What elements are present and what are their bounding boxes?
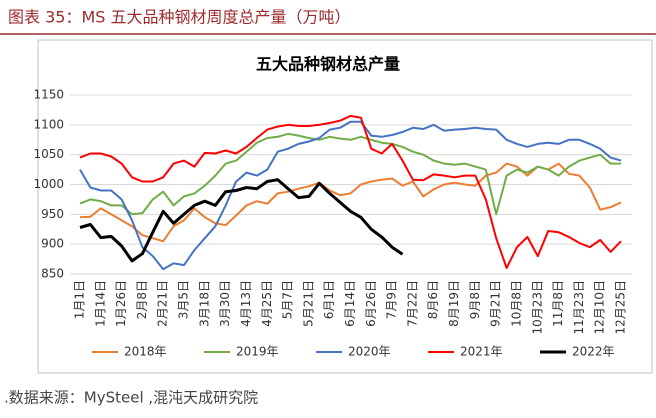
x-tick-label: 11月8日: [551, 280, 565, 327]
series-line: [79, 114, 622, 269]
x-tick-label: 7月22日: [405, 280, 419, 327]
chart-title: 五大品种钢材总产量: [256, 55, 400, 74]
source: .数据来源：MySteel ,混沌天成研究院: [4, 389, 258, 407]
chart-frame: [37, 39, 653, 374]
series-line: [79, 132, 621, 216]
legend-label: 2022年: [572, 345, 615, 359]
x-tick-label: 10月23日: [530, 280, 544, 335]
x-tick-label: 10月8日: [509, 280, 523, 327]
x-tick-label: 9月8日: [468, 280, 482, 319]
legend-label: 2019年: [236, 345, 279, 359]
y-tick-label: 1000: [33, 177, 64, 191]
x-tick-label: 6月1日: [322, 280, 336, 319]
x-tick-label: 12月10日: [593, 280, 607, 335]
x-tick-label: 6月26日: [364, 280, 378, 327]
legend-label: 2018年: [124, 345, 167, 359]
y-tick-label: 900: [41, 237, 64, 251]
x-tick-label: 4月13日: [239, 280, 253, 327]
x-tick-label: 5月7日: [281, 280, 295, 319]
x-tick-label: 1月14日: [93, 280, 107, 327]
x-tick-label: 2月8日: [135, 280, 149, 319]
x-tick-label: 5月21日: [301, 280, 315, 327]
y-tick-label: 950: [41, 207, 64, 221]
x-tick-label: 1月1日: [73, 280, 87, 319]
header: 图表 35：MS 五大品种钢材周度总产量（万吨）: [8, 8, 351, 27]
x-tick-label: 2月21日: [156, 280, 170, 327]
y-tick-label: 1100: [33, 117, 64, 131]
x-tick-label: 6月14日: [343, 280, 357, 327]
x-tick-label: 11月23日: [572, 280, 586, 335]
series-line: [79, 120, 622, 271]
x-tick-label: 3月18日: [197, 280, 211, 327]
x-tick-label: 7月9日: [385, 280, 399, 319]
x-tick-label: 12月25日: [614, 280, 628, 335]
y-tick-label: 850: [41, 267, 64, 281]
x-tick-label: 8月6日: [426, 280, 440, 319]
y-tick-label: 1050: [33, 147, 64, 161]
x-tick-label: 3月30日: [218, 280, 232, 327]
legend-label: 2020年: [348, 345, 391, 359]
x-tick-label: 9月21日: [489, 280, 503, 327]
x-tick-label: 4月25日: [260, 280, 274, 327]
x-tick-label: 8月19日: [447, 280, 461, 327]
x-tick-label: 3月5日: [177, 280, 191, 319]
series-line: [79, 178, 404, 263]
legend-label: 2021年: [460, 345, 503, 359]
series-line: [79, 162, 622, 243]
x-tick-label: 1月26日: [114, 280, 128, 327]
y-tick-label: 1150: [33, 88, 64, 102]
